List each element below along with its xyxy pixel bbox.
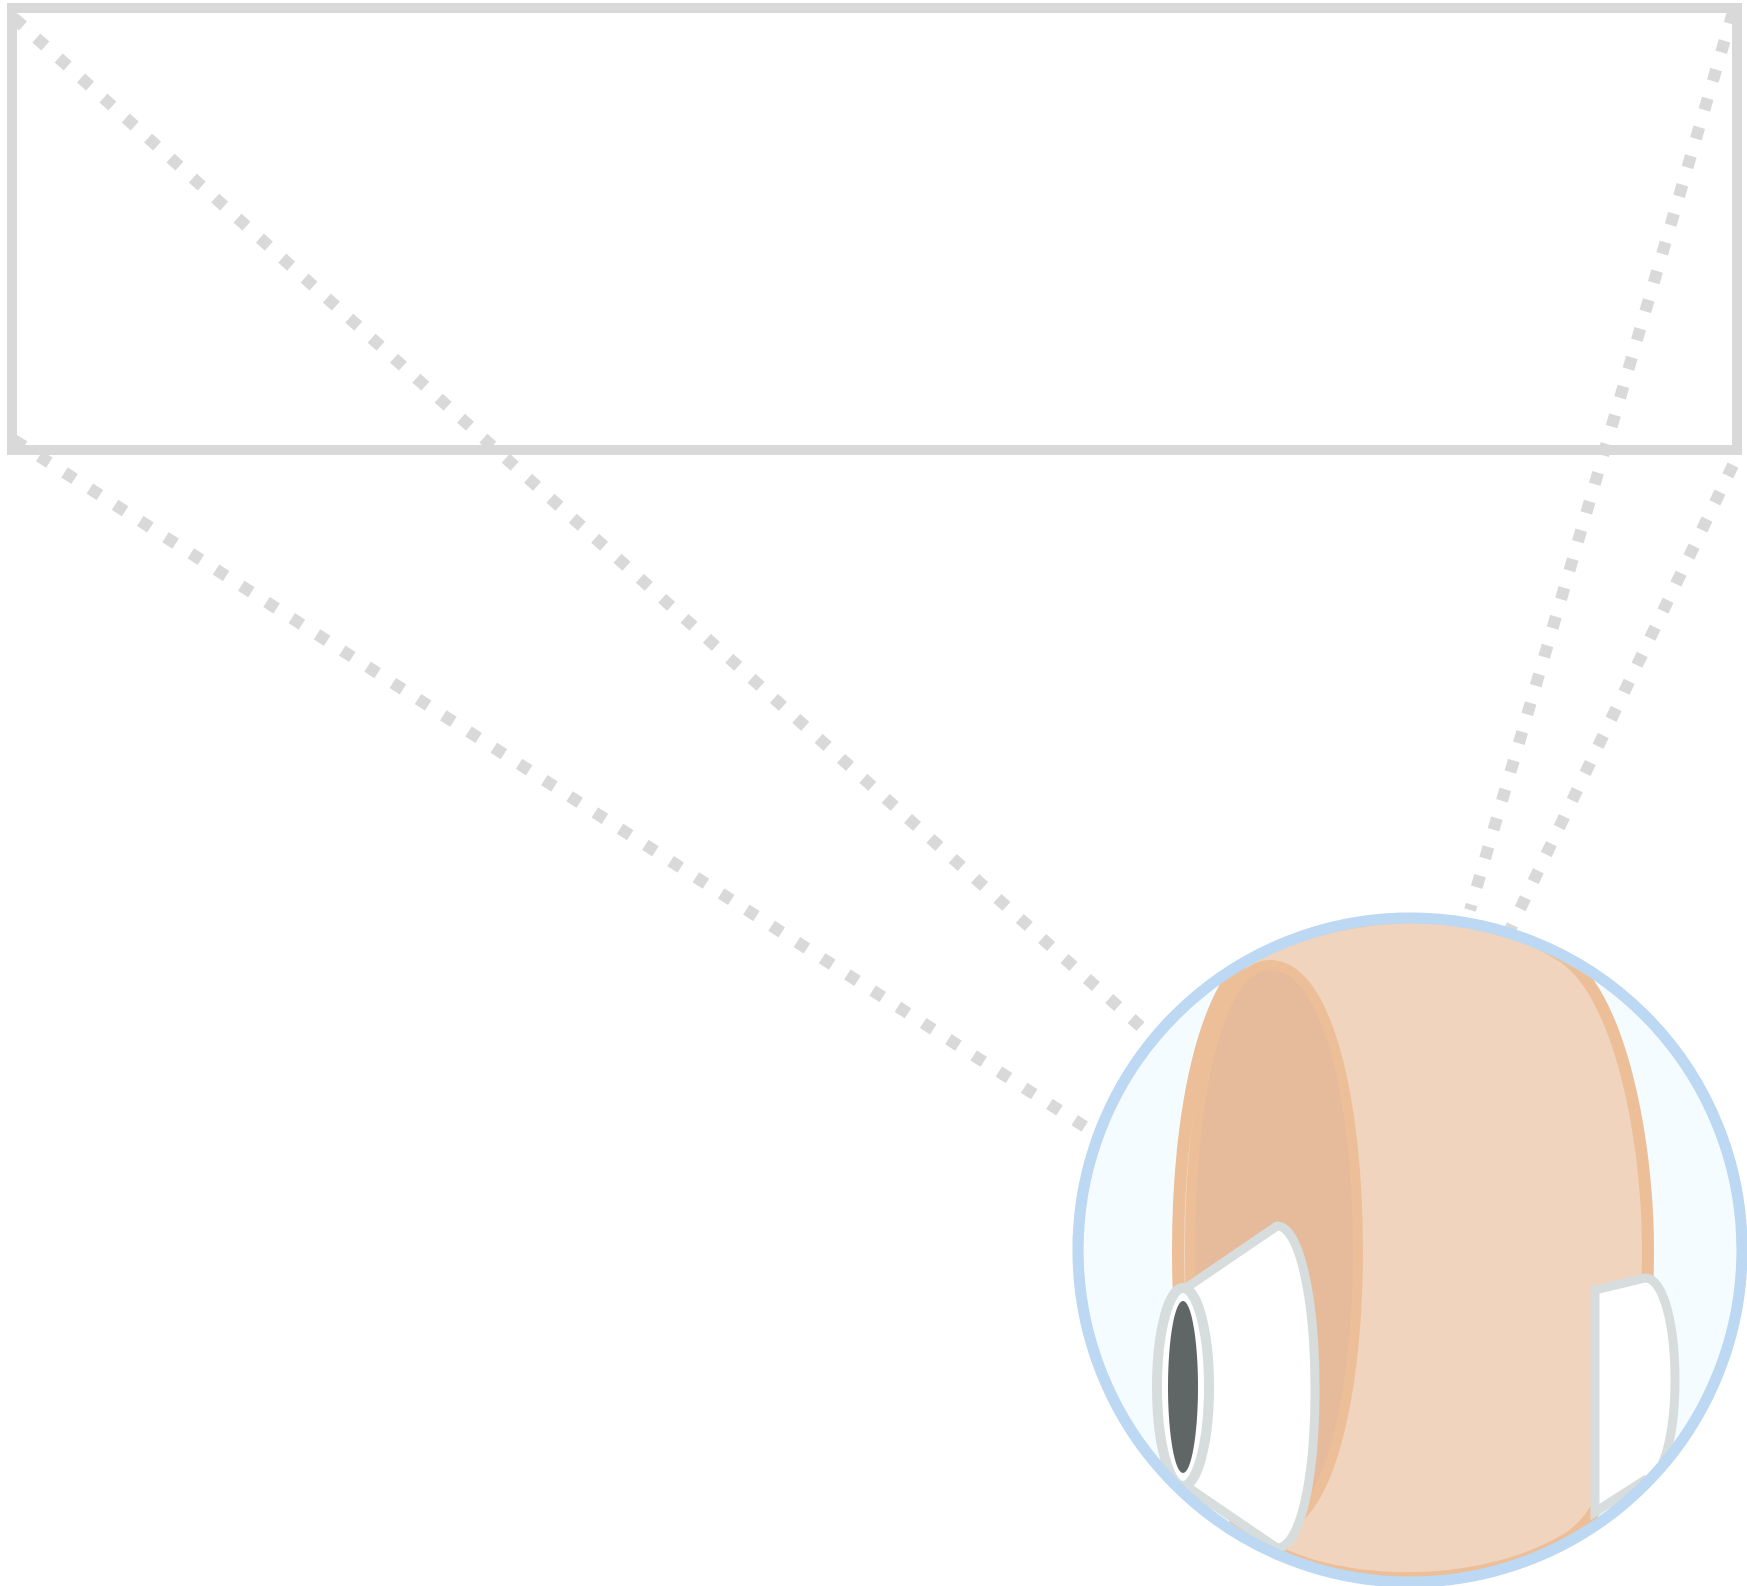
connector-line-top-left bbox=[9, 13, 1155, 1040]
cylinder-hole-right bbox=[1590, 1273, 1680, 1521]
cylinder-hole-main bbox=[1178, 1221, 1320, 1553]
connector-line-bottom-right bbox=[1504, 462, 1739, 933]
magnified-view bbox=[1152, 923, 1680, 1577]
cylinder-hole-dark bbox=[1168, 1301, 1198, 1473]
magnifier-circle-border bbox=[1072, 912, 1747, 1586]
connector-line-top-right bbox=[1464, 10, 1739, 912]
selection-rectangle bbox=[7, 3, 1742, 455]
connector-line-bottom-left bbox=[10, 434, 1094, 1136]
connector-lines bbox=[9, 10, 1739, 1136]
